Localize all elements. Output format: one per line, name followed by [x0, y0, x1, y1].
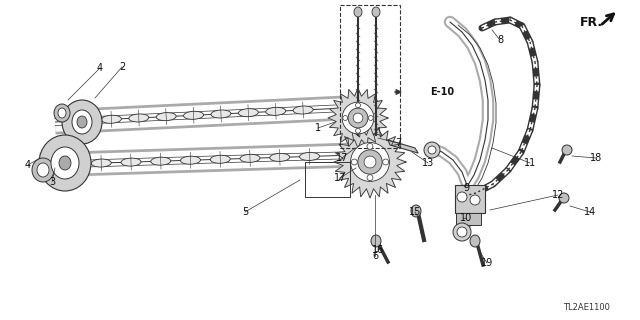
Bar [455, 185, 485, 213]
Circle shape [470, 195, 480, 205]
Circle shape [369, 116, 373, 120]
Text: 4: 4 [25, 160, 31, 170]
Ellipse shape [129, 114, 148, 122]
Ellipse shape [156, 113, 176, 121]
Text: E-10: E-10 [430, 87, 454, 97]
Ellipse shape [77, 116, 87, 128]
Circle shape [351, 143, 389, 181]
Ellipse shape [411, 205, 421, 217]
Circle shape [367, 143, 373, 149]
Bar [456, 213, 481, 225]
Circle shape [348, 108, 368, 128]
Bar [305, 162, 350, 197]
Ellipse shape [354, 7, 362, 17]
Circle shape [457, 227, 467, 237]
Ellipse shape [39, 135, 91, 191]
Ellipse shape [37, 163, 49, 177]
Ellipse shape [293, 106, 313, 114]
Ellipse shape [470, 235, 480, 247]
Text: 16: 16 [372, 245, 384, 255]
Text: FR.: FR. [580, 15, 603, 28]
Ellipse shape [74, 116, 94, 124]
Ellipse shape [51, 147, 79, 179]
Ellipse shape [121, 158, 141, 166]
Circle shape [457, 192, 467, 202]
Ellipse shape [269, 153, 290, 161]
Circle shape [358, 150, 382, 174]
Ellipse shape [72, 110, 92, 134]
Text: 14: 14 [584, 207, 596, 217]
Text: 9: 9 [463, 183, 469, 193]
Text: 5: 5 [242, 207, 248, 217]
Ellipse shape [300, 152, 319, 160]
Text: 8: 8 [497, 35, 503, 45]
Text: 12: 12 [552, 190, 564, 200]
Text: 17: 17 [336, 153, 348, 163]
Circle shape [356, 103, 360, 108]
Text: 4: 4 [97, 63, 103, 73]
Text: 3: 3 [49, 177, 55, 187]
Text: 13: 13 [422, 158, 434, 168]
Ellipse shape [211, 110, 231, 118]
Circle shape [559, 193, 569, 203]
Circle shape [351, 159, 357, 165]
Ellipse shape [32, 158, 54, 182]
Polygon shape [388, 140, 418, 153]
Text: 10: 10 [460, 213, 472, 223]
Ellipse shape [62, 100, 102, 144]
Circle shape [353, 113, 363, 123]
Circle shape [383, 159, 388, 165]
Ellipse shape [184, 111, 204, 119]
Circle shape [562, 145, 572, 155]
Ellipse shape [180, 156, 200, 164]
Text: 19: 19 [481, 258, 493, 268]
Ellipse shape [240, 154, 260, 162]
Circle shape [342, 102, 374, 134]
Text: 18: 18 [590, 153, 602, 163]
Ellipse shape [211, 155, 230, 163]
Text: 11: 11 [524, 158, 536, 168]
Ellipse shape [61, 160, 81, 168]
Circle shape [343, 116, 348, 120]
Bar [340, 5, 400, 148]
Text: TL2AE1100: TL2AE1100 [563, 303, 610, 313]
Ellipse shape [59, 156, 71, 170]
Text: 1: 1 [315, 123, 321, 133]
Ellipse shape [371, 235, 381, 247]
Ellipse shape [238, 109, 259, 117]
Ellipse shape [372, 7, 380, 17]
Circle shape [453, 223, 471, 241]
Ellipse shape [151, 157, 171, 165]
Circle shape [364, 156, 376, 168]
Polygon shape [328, 88, 388, 148]
Ellipse shape [266, 107, 285, 116]
Text: 2: 2 [119, 62, 125, 72]
Polygon shape [334, 126, 406, 198]
Text: 6: 6 [372, 251, 378, 261]
Text: 15: 15 [409, 207, 421, 217]
Text: 7: 7 [395, 138, 401, 148]
Circle shape [356, 128, 360, 133]
Text: 17: 17 [334, 173, 346, 183]
Circle shape [367, 175, 373, 180]
Circle shape [424, 142, 440, 158]
Circle shape [428, 146, 436, 154]
Ellipse shape [54, 104, 70, 122]
Ellipse shape [58, 108, 66, 118]
Ellipse shape [101, 115, 122, 123]
Ellipse shape [92, 159, 111, 167]
